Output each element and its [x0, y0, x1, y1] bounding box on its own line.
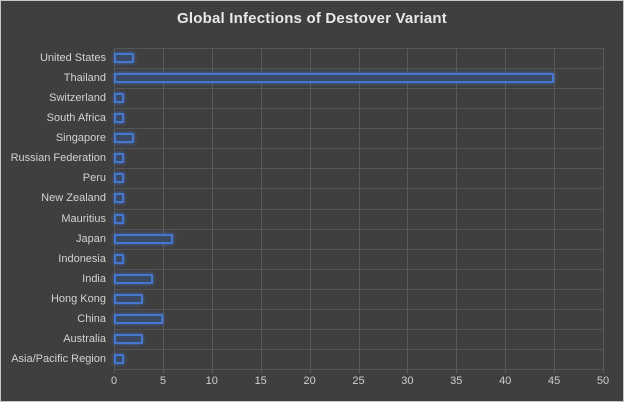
category-label: Japan [76, 232, 106, 245]
gridline-horizontal [114, 208, 603, 210]
bar-switzerland [114, 93, 124, 104]
gridline-horizontal [114, 228, 603, 230]
x-tick-label: 0 [110, 375, 118, 387]
category-label: Peru [82, 172, 106, 185]
x-tick-label: 35 [450, 375, 463, 387]
bar-peru [114, 173, 124, 184]
gridline-horizontal [114, 348, 603, 350]
category-label: Mauritius [61, 212, 106, 225]
x-tick-label: 5 [159, 375, 166, 387]
bar-hong-kong [114, 293, 144, 304]
category-label: Singapore [55, 132, 106, 145]
category-label: Indonesia [58, 252, 106, 265]
gridline-vertical [309, 48, 311, 373]
gridline-horizontal [114, 268, 603, 270]
category-label: Thailand [63, 72, 106, 85]
gridline-vertical [114, 48, 115, 373]
gridline-vertical [162, 48, 164, 373]
x-tick-label: 30 [401, 375, 414, 387]
x-tick-label: 15 [254, 375, 267, 387]
x-tick-label: 50 [596, 375, 610, 387]
gridline-vertical [456, 48, 458, 373]
bar-thailand [114, 73, 555, 84]
gridline-horizontal [114, 88, 603, 90]
gridline-vertical [260, 48, 262, 373]
gridline-horizontal [114, 248, 603, 250]
category-label: Australia [63, 332, 106, 345]
x-tick-label: 40 [499, 375, 512, 387]
category-label: Russian Federation [10, 152, 106, 165]
gridline-horizontal [114, 188, 603, 190]
gridline-horizontal [114, 128, 603, 130]
gridline-vertical [211, 48, 213, 373]
gridline-horizontal [114, 148, 603, 150]
bar-united-states [114, 53, 134, 64]
plot-area [114, 48, 604, 373]
x-tick-label: 20 [303, 375, 316, 387]
gridline-horizontal [114, 48, 603, 49]
gridline-vertical [505, 48, 507, 373]
category-label: China [77, 312, 106, 325]
category-label: Switzerland [49, 92, 106, 105]
gridline-horizontal [114, 168, 603, 170]
bar-australia [114, 333, 144, 344]
category-label: United States [39, 52, 106, 65]
category-label: South Africa [46, 112, 106, 125]
bar-south-africa [114, 113, 124, 124]
gridline-vertical [358, 48, 360, 373]
bar-japan [114, 233, 173, 244]
category-label: Asia/Pacific Region [11, 352, 106, 365]
bar-singapore [114, 133, 134, 144]
chart-title: Global Infections of Destover Variant [177, 10, 447, 27]
bar-mauritius [114, 213, 124, 224]
x-tick-label: 25 [352, 375, 365, 387]
bar-india [114, 273, 154, 284]
gridline-horizontal [114, 369, 603, 370]
gridline-horizontal [114, 68, 603, 70]
category-label: India [82, 272, 106, 285]
bar-asia-pacific-region [114, 353, 124, 364]
bar-new-zealand [114, 193, 124, 204]
x-tick-label: 45 [547, 375, 561, 387]
gridline-vertical [554, 48, 556, 373]
category-label: New Zealand [41, 192, 106, 205]
gridline-horizontal [114, 328, 603, 330]
x-tick-label: 10 [205, 375, 218, 387]
gridline-horizontal [114, 288, 603, 290]
gridline-horizontal [114, 308, 603, 310]
gridline-vertical [603, 48, 604, 373]
bar-indonesia [114, 253, 124, 264]
gridline-horizontal [114, 108, 603, 110]
bar-russian-federation [114, 153, 124, 164]
gridline-vertical [407, 48, 409, 373]
bar-china [114, 313, 163, 324]
category-label: Hong Kong [50, 292, 106, 305]
